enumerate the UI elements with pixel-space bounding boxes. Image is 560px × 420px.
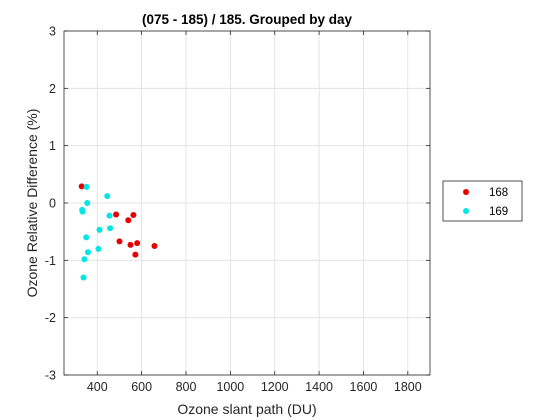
data-point	[84, 200, 91, 206]
y-tick-label: 3	[49, 25, 56, 39]
data-point	[130, 212, 137, 218]
data-point	[104, 193, 111, 200]
x-tick-label: 600	[131, 380, 152, 394]
data-point	[106, 212, 113, 219]
x-axis-label: Ozone slant path (DU)	[177, 401, 316, 417]
data-point	[127, 241, 134, 248]
data-point	[134, 240, 141, 247]
data-point	[125, 217, 132, 224]
data-point	[151, 243, 158, 249]
y-tick-label: -1	[45, 254, 56, 268]
x-tick-label: 800	[176, 380, 197, 394]
x-tick-label: 1800	[394, 380, 422, 394]
legend: 168 169	[442, 180, 523, 222]
x-tick-label: 1400	[305, 380, 333, 394]
x-tick-label: 1200	[261, 380, 289, 394]
y-tick-label: -3	[45, 369, 56, 383]
data-point	[83, 183, 90, 190]
chart-title: (075 - 185) / 185. Grouped by day	[142, 12, 353, 27]
data-point	[78, 183, 85, 190]
legend-box	[442, 180, 523, 222]
data-point	[95, 245, 102, 252]
y-tick-label: 0	[49, 197, 56, 211]
legend-label: 168	[489, 187, 508, 199]
x-tick-label: 400	[87, 380, 108, 394]
axis-ticks: 400 600 800 1000 1200 1400 1600 1800 -3 -2 -1 0 1 2 3	[45, 25, 430, 394]
x-tick-label: 1600	[350, 380, 378, 394]
data-point	[80, 274, 87, 281]
legend-label: 169	[489, 206, 508, 218]
data-points	[78, 183, 158, 281]
data-point	[113, 211, 120, 218]
data-point	[116, 238, 123, 245]
y-tick-label: 1	[49, 139, 56, 153]
y-tick-label: -2	[45, 311, 56, 325]
y-axis-label: Ozone Relative Difference (%)	[24, 109, 40, 298]
x-tick-label: 1000	[216, 380, 244, 394]
data-point	[81, 256, 88, 263]
data-point	[96, 226, 103, 233]
data-point	[132, 251, 139, 258]
series-168	[78, 183, 158, 258]
data-point	[79, 208, 86, 215]
series-169	[79, 183, 114, 281]
data-point	[107, 225, 114, 232]
y-tick-label: 2	[49, 82, 56, 96]
legend-marker	[463, 189, 469, 195]
legend-marker	[463, 208, 469, 214]
data-point	[85, 249, 91, 256]
data-point	[83, 234, 90, 241]
